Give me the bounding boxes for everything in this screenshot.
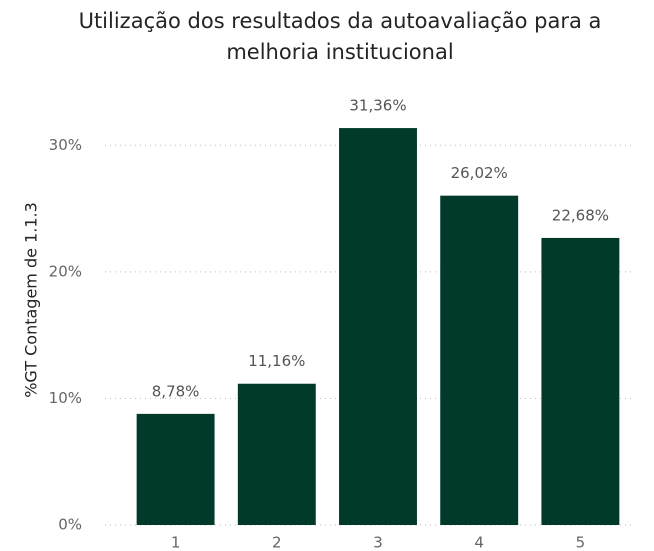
- data-label: 26,02%: [451, 164, 508, 182]
- bar: [339, 128, 417, 525]
- data-label: 11,16%: [248, 352, 305, 370]
- chart-title: melhoria institucional: [226, 40, 453, 64]
- x-tick-label: 5: [576, 534, 586, 551]
- x-tick-label: 2: [272, 534, 282, 551]
- chart-title: Utilização dos resultados da autoavaliaç…: [79, 9, 602, 33]
- data-label: 22,68%: [552, 206, 609, 224]
- bar: [237, 383, 316, 525]
- y-tick-label: 30%: [49, 136, 82, 154]
- data-label: 8,78%: [152, 382, 200, 400]
- y-tick-label: 10%: [49, 389, 82, 407]
- y-axis-label: %GT Contagem de 1.1.3: [22, 202, 41, 398]
- y-tick-label: 0%: [58, 516, 82, 534]
- bar: [541, 237, 620, 525]
- bar: [136, 413, 215, 525]
- x-tick-label: 1: [171, 534, 181, 551]
- x-tick-label: 4: [474, 534, 484, 551]
- data-label: 31,36%: [349, 97, 406, 115]
- bar: [440, 195, 519, 526]
- y-tick-label: 20%: [49, 262, 82, 280]
- x-tick-label: 3: [373, 534, 383, 551]
